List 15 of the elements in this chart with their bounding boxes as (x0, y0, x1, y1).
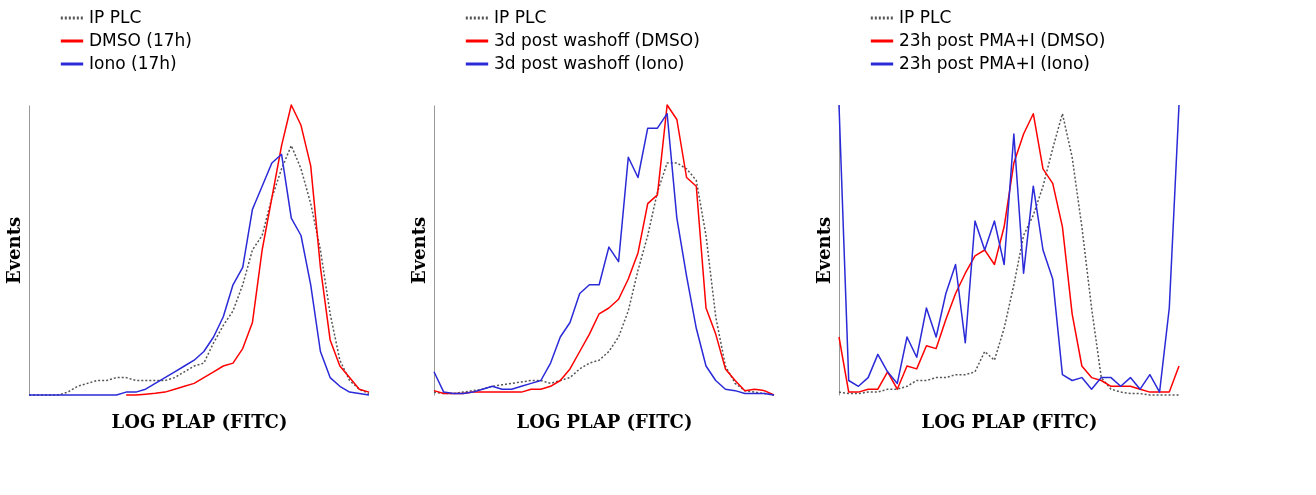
legend-label: IP PLC (494, 7, 547, 27)
x-axis-title: LOG PLAP (FITC) (516, 410, 693, 432)
y-axis-title: Events (2, 216, 24, 285)
legend-label: IP PLC (89, 7, 142, 27)
legend-label: 3d post washoff (Iono) (494, 53, 685, 73)
legend-label: IP PLC (899, 7, 952, 27)
legend-label: Iono (17h) (89, 53, 177, 73)
y-axis-title: Events (407, 216, 429, 285)
x-axis-title: LOG PLAP (FITC) (921, 410, 1098, 432)
x-axis-title: LOG PLAP (FITC) (111, 410, 288, 432)
y-axis-title: Events (812, 216, 834, 285)
legend-label: 3d post washoff (DMSO) (494, 30, 700, 50)
legend-label: DMSO (17h) (89, 30, 193, 50)
legend-label: 23h post PMA+I (DMSO) (899, 30, 1106, 50)
legend-label: 23h post PMA+I (Iono) (899, 53, 1090, 73)
